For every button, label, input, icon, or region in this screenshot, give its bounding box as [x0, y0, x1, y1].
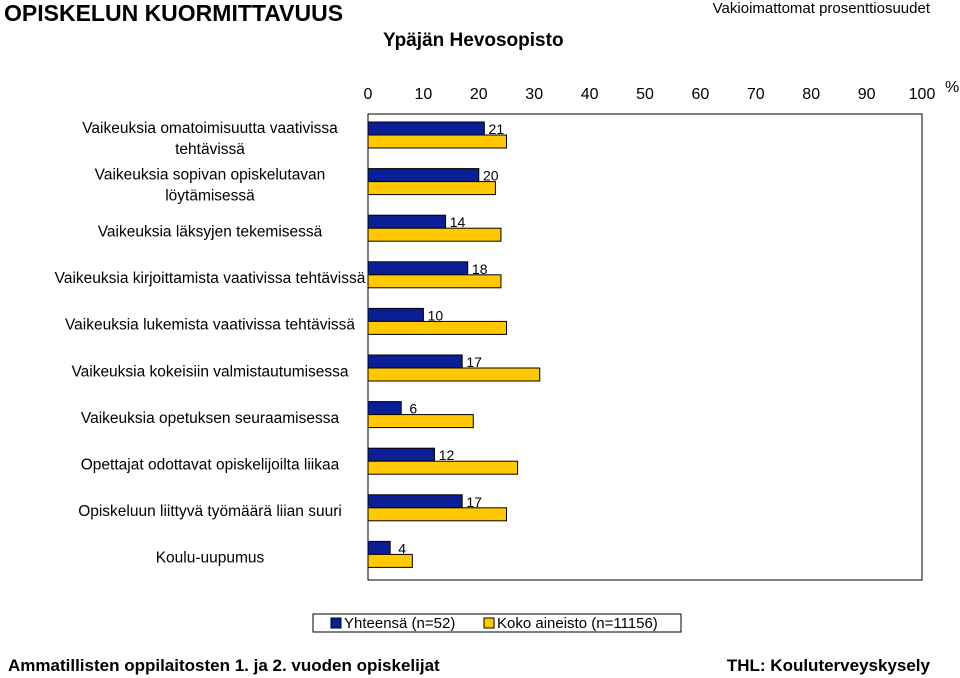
x-tick-label: 30 [525, 86, 543, 103]
x-tick-label: 70 [747, 86, 765, 103]
data-label: 6 [409, 401, 417, 417]
bar-koko-aineisto [367, 460, 519, 475]
bar-yhteensa [367, 261, 469, 276]
bar-yhteensa [367, 540, 391, 555]
data-label: 20 [483, 168, 499, 184]
category-label: Vaikeuksia opetuksen seuraamisessa [81, 410, 340, 427]
category-label: Vaikeuksia kokeisiin valmistautumisessa [71, 363, 348, 380]
data-label: 12 [439, 447, 455, 463]
bar-koko-aineisto [367, 181, 496, 196]
legend-swatch-yhteensa [330, 617, 342, 629]
bar-yhteensa [367, 494, 463, 509]
bar-koko-aineisto [367, 227, 502, 242]
legend-swatch-koko-aineisto [483, 617, 495, 629]
x-tick-label: 100 [909, 86, 936, 103]
bar-koko-aineisto [367, 134, 507, 149]
bar-yhteensa [367, 354, 463, 369]
footer-survey: THL: Kouluterveyskysely [726, 656, 930, 675]
bar-koko-aineisto [367, 553, 413, 568]
data-label: 17 [466, 354, 482, 370]
category-label: löytämisessä [165, 187, 255, 204]
chart-note: Vakioimattomat prosenttiosuudet [712, 0, 930, 17]
x-tick-label: 50 [636, 86, 654, 103]
plot-frame [367, 113, 923, 581]
category-label: Vaikeuksia läksyjen tekemisessä [98, 224, 323, 241]
category-label: Vaikeuksia kirjoittamista vaativissa teh… [55, 270, 366, 287]
bar-koko-aineisto [367, 414, 474, 429]
category-label: Vaikeuksia lukemista vaativissa tehtävis… [65, 317, 355, 334]
bar-koko-aineisto [367, 274, 502, 289]
legend-label-yhteensa: Yhteensä (n=52) [344, 615, 455, 632]
category-label: Koulu-uupumus [156, 550, 265, 567]
x-tick-label: 20 [470, 86, 488, 103]
bar-yhteensa [367, 121, 485, 136]
category-label: Vaikeuksia sopivan opiskelutavan [95, 166, 326, 183]
bar-koko-aineisto [367, 367, 541, 382]
bar-yhteensa [367, 214, 447, 229]
bar-yhteensa [367, 401, 402, 416]
chart-title: OPISKELUN KUORMITTAVUUS [4, 0, 344, 26]
bar-yhteensa [367, 307, 424, 322]
data-label: 14 [450, 214, 466, 230]
category-label: tehtävissä [175, 141, 245, 158]
legend-box [312, 613, 682, 633]
data-label: 10 [428, 307, 444, 323]
category-label: Vaikeuksia omatoimisuutta vaativissa [82, 120, 338, 137]
legend-label-koko-aineisto: Koko aineisto (n=11156) [497, 615, 658, 632]
data-label: 4 [398, 540, 406, 556]
category-label: Opiskeluun liittyvä työmäärä liian suuri [78, 503, 342, 520]
x-tick-label: 10 [415, 86, 433, 103]
x-tick-label: 90 [858, 86, 876, 103]
data-label: 18 [472, 261, 488, 277]
bar-koko-aineisto [367, 320, 507, 335]
bar-koko-aineisto [367, 507, 507, 522]
x-tick-label: 40 [581, 86, 599, 103]
x-unit-label: % [945, 79, 959, 96]
data-label: 21 [489, 121, 505, 137]
category-label: Opettajat odottavat opiskelijoilta liika… [81, 457, 340, 474]
bar-yhteensa [367, 447, 435, 462]
chart-subtitle: Ypäjän Hevosopisto [383, 30, 564, 51]
x-tick-label: 80 [802, 86, 820, 103]
footer-source-group: Ammatillisten oppilaitosten 1. ja 2. vuo… [8, 656, 440, 675]
x-tick-label: 60 [692, 86, 710, 103]
x-tick-label: 0 [364, 86, 373, 103]
data-label: 17 [466, 494, 482, 510]
bar-yhteensa [367, 168, 480, 183]
